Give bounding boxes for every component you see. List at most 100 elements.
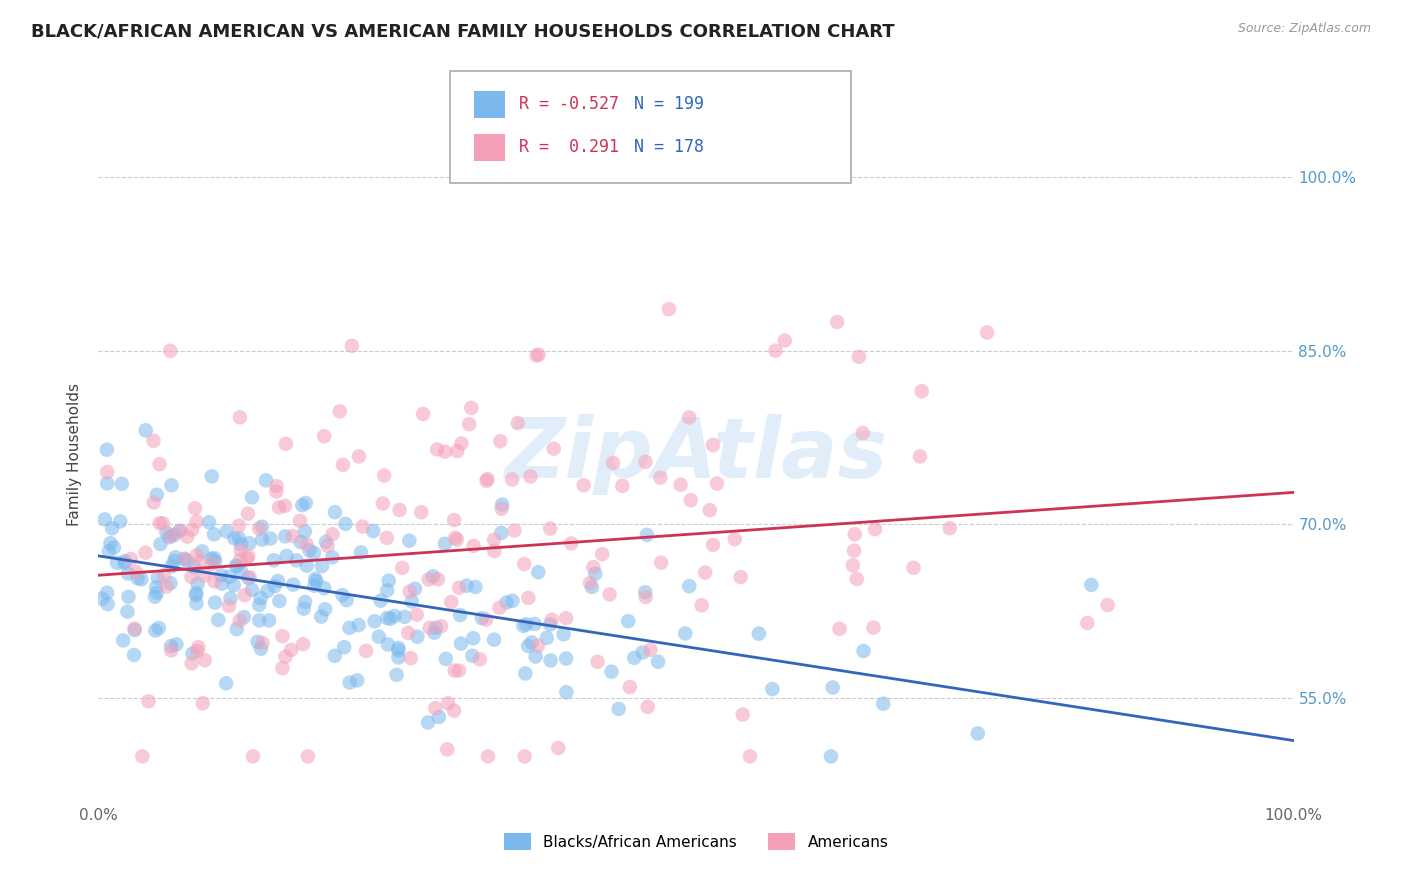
Point [547, 741, 569, 756]
Point [146, 586, 169, 600]
Point [201, 557, 224, 571]
Point [191, 696, 214, 710]
Point [678, 410, 700, 425]
Point [238, 571, 260, 585]
Point [443, 513, 465, 527]
Point [517, 591, 540, 605]
Point [600, 665, 623, 679]
Point [117, 605, 139, 619]
Point [239, 570, 262, 584]
Point [266, 479, 288, 493]
Legend: Blacks/African Americans, Americans: Blacks/African Americans, Americans [496, 826, 896, 858]
Point [634, 455, 657, 469]
Point [579, 576, 602, 591]
Point [292, 601, 315, 615]
Point [124, 622, 146, 636]
Point [321, 527, 343, 541]
Point [176, 530, 198, 544]
Y-axis label: Family Households: Family Households [67, 384, 83, 526]
Point [298, 543, 321, 558]
Point [176, 554, 198, 568]
Point [396, 626, 419, 640]
Point [186, 586, 208, 600]
Point [218, 570, 240, 584]
Point [127, 571, 149, 585]
Point [825, 315, 848, 329]
Point [236, 507, 259, 521]
Point [517, 639, 540, 653]
Point [416, 715, 439, 730]
Point [617, 614, 640, 628]
Point [427, 710, 450, 724]
Point [650, 556, 672, 570]
Point [295, 558, 318, 573]
Point [117, 566, 139, 581]
Point [186, 548, 208, 562]
Point [152, 516, 174, 531]
Point [267, 500, 290, 515]
Point [848, 350, 870, 364]
Point [699, 503, 721, 517]
Point [519, 469, 541, 483]
Point [181, 523, 204, 537]
Point [844, 527, 866, 541]
Point [583, 566, 606, 581]
Point [560, 536, 582, 550]
Point [181, 647, 204, 661]
Point [101, 521, 124, 535]
Point [599, 587, 621, 601]
Point [276, 549, 298, 563]
Point [375, 583, 398, 598]
Point [148, 457, 170, 471]
Point [852, 425, 875, 440]
Point [443, 664, 465, 678]
Point [169, 524, 191, 538]
Point [371, 496, 394, 510]
Point [523, 617, 546, 632]
Point [238, 536, 260, 550]
Point [527, 565, 550, 579]
Point [122, 648, 145, 662]
Point [377, 574, 399, 588]
Point [515, 666, 537, 681]
Point [247, 613, 270, 627]
Point [186, 644, 208, 658]
Point [211, 576, 233, 591]
Point [228, 518, 250, 533]
Point [219, 591, 242, 606]
Point [120, 552, 142, 566]
Point [339, 675, 361, 690]
Point [602, 456, 624, 470]
Point [316, 539, 339, 553]
Point [165, 637, 187, 651]
Point [114, 554, 136, 568]
Point [828, 622, 851, 636]
Point [536, 631, 558, 645]
Point [228, 614, 250, 628]
Point [254, 474, 277, 488]
Point [612, 479, 634, 493]
Point [96, 465, 118, 479]
Point [159, 529, 181, 543]
Point [155, 579, 177, 593]
Point [225, 622, 247, 636]
Point [169, 524, 191, 538]
Point [527, 639, 550, 653]
Point [204, 574, 226, 589]
Point [976, 326, 998, 340]
Point [637, 699, 659, 714]
Point [225, 558, 247, 573]
Point [202, 551, 225, 566]
Point [292, 637, 315, 651]
Point [295, 537, 318, 551]
Point [163, 554, 186, 568]
Point [124, 623, 146, 637]
Point [294, 524, 316, 539]
Text: R =  0.291: R = 0.291 [519, 138, 619, 156]
Point [96, 585, 118, 599]
Point [157, 530, 180, 544]
Point [288, 514, 311, 528]
Point [283, 577, 305, 591]
Point [406, 630, 429, 644]
Point [538, 522, 561, 536]
